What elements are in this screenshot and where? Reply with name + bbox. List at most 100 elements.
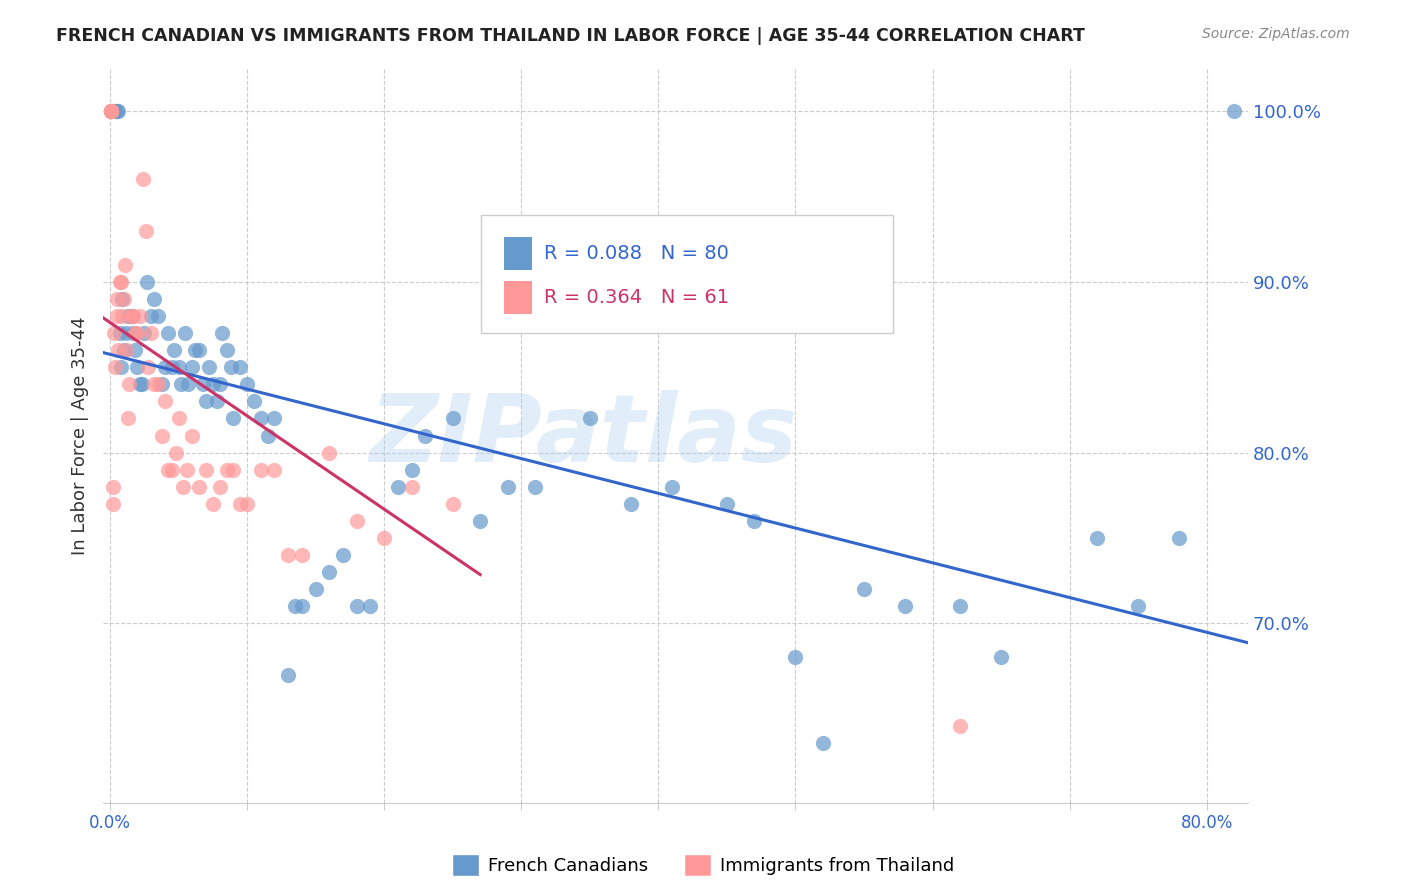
Point [468,514,491,528]
Point [177,377,200,392]
Point [222,463,245,477]
Point [256,428,278,442]
Point [263,411,285,425]
Point [188,480,211,494]
Point [105,104,128,119]
Point [131,377,153,392]
Point [332,548,354,562]
Point [1223,104,1246,119]
Point [104,104,127,119]
Point [249,411,271,425]
Point [172,480,194,494]
Point [127,326,149,340]
Point [167,360,190,375]
Point [181,360,204,375]
Legend: French Canadians, Immigrants from Thailand: French Canadians, Immigrants from Thaila… [444,847,962,883]
Point [304,582,326,597]
Point [197,360,219,375]
Point [211,326,233,340]
Point [346,514,368,528]
Point [103,104,125,119]
Point [134,326,156,340]
Point [120,309,142,323]
Point [104,360,127,375]
Point [229,497,252,511]
Point [201,497,224,511]
Point [165,445,187,459]
Point [441,497,464,511]
Point [208,377,231,392]
Text: R = 0.088   N = 80: R = 0.088 N = 80 [544,244,728,263]
Point [135,224,157,238]
Point [146,377,169,392]
Point [174,326,197,340]
Point [110,275,132,289]
Point [115,326,138,340]
Point [101,480,124,494]
Point [215,463,238,477]
Point [852,582,875,597]
Point [100,104,122,119]
Point [291,548,314,562]
Point [176,463,198,477]
Point [100,104,122,119]
Point [124,326,146,340]
Point [188,343,211,358]
Point [103,326,125,340]
Point [117,309,139,323]
Point [142,292,165,306]
Point [373,531,395,545]
Point [1168,531,1191,545]
Point [181,428,204,442]
Point [139,309,162,323]
Point [150,428,173,442]
FancyBboxPatch shape [503,237,533,270]
Point [620,497,643,511]
Point [359,599,381,614]
Point [129,309,152,323]
Point [121,309,143,323]
Point [127,360,149,375]
Text: R = 0.088   N = 80: R = 0.088 N = 80 [550,230,734,249]
Point [401,463,423,477]
Point [142,377,165,392]
Point [215,343,238,358]
Point [277,548,299,562]
Point [108,275,131,289]
Point [346,599,368,614]
Point [139,326,162,340]
Point [949,599,972,614]
Point [120,309,142,323]
Point [138,360,160,375]
Point [413,428,436,442]
Point [318,445,340,459]
Point [170,377,193,392]
Point [112,343,135,358]
Point [236,497,259,511]
Point [284,599,307,614]
Point [111,292,134,306]
Point [1128,599,1150,614]
Point [146,309,169,323]
Point [108,326,131,340]
Point [136,275,159,289]
Point [115,343,138,358]
Point [121,309,143,323]
Point [167,411,190,425]
Point [124,343,146,358]
Text: R = 0.364   N = 61: R = 0.364 N = 61 [544,288,728,307]
Point [401,480,423,494]
Point [156,463,179,477]
Point [219,360,242,375]
Point [201,377,224,392]
Point [194,463,217,477]
Point [118,377,141,392]
Point [578,411,600,425]
Point [150,377,173,392]
Point [100,104,122,119]
Point [194,394,217,409]
Point [229,360,252,375]
Point [661,480,683,494]
Point [894,599,917,614]
FancyBboxPatch shape [481,215,893,333]
